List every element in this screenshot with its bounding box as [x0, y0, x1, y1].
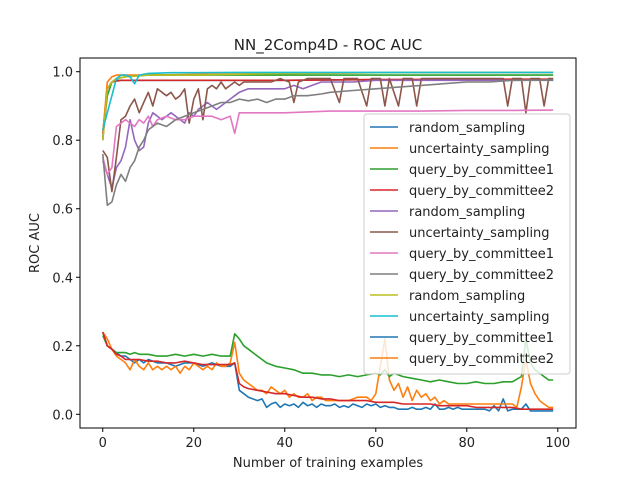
y-tick-label: 0.6: [52, 203, 73, 218]
series-line-6: [102, 77, 554, 193]
x-tick-label: 0: [99, 436, 107, 451]
series-line-8: [102, 79, 554, 207]
legend: random_samplinguncertainty_samplingquery…: [363, 113, 571, 375]
series-line-13: [102, 333, 554, 385]
series-line-11: [102, 331, 554, 412]
plot-area-frame: [79, 57, 577, 429]
legend-label: query_by_committee2: [409, 352, 554, 367]
legend-box: [363, 113, 571, 375]
y-axis-ticks: 0.0 0.2 0.4 0.6 0.8 1.0: [52, 66, 80, 423]
y-axis-label: ROC AUC: [28, 213, 43, 273]
y-tick-label: 0.4: [52, 271, 73, 286]
x-axis-label: Number of training examples: [233, 456, 423, 471]
legend-label: query_by_committee1: [409, 247, 554, 262]
series-layer: [102, 71, 554, 412]
x-tick-label: 20: [185, 436, 202, 451]
y-tick-label: 0.2: [52, 340, 73, 355]
x-tick-label: 60: [368, 436, 385, 451]
legend-label: random_sampling: [409, 205, 525, 220]
legend-label: query_by_committee1: [409, 331, 554, 346]
y-tick-label: 0.8: [52, 134, 73, 149]
series-line-14: [102, 331, 554, 410]
x-tick-label: 100: [545, 436, 570, 451]
y-tick-label: 1.0: [52, 66, 73, 81]
legend-label: uncertainty_sampling: [409, 142, 550, 157]
x-axis-ticks: 0 20 40 60 80 100: [99, 428, 570, 451]
legend-label: uncertainty_sampling: [409, 226, 550, 241]
legend-label: uncertainty_sampling: [409, 310, 550, 325]
legend-label: random_sampling: [409, 121, 525, 136]
legend-label: query_by_committee1: [409, 163, 554, 178]
series-line-10: [102, 71, 554, 131]
x-tick-label: 40: [276, 436, 293, 451]
series-line-7: [102, 109, 554, 176]
chart-title: NN_2Comp4D - ROC AUC: [234, 36, 423, 55]
legend-label: query_by_committee2: [409, 184, 554, 199]
legend-label: query_by_committee2: [409, 268, 554, 283]
legend-label: random_sampling: [409, 289, 525, 304]
x-tick-label: 80: [459, 436, 476, 451]
y-tick-label: 0.0: [52, 408, 73, 423]
